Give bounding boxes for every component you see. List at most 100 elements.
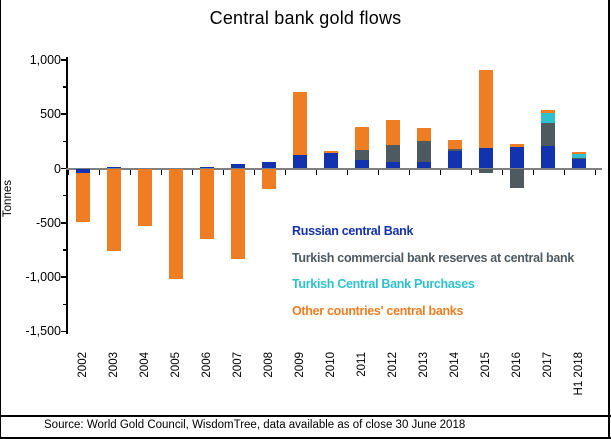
x-axis-tick xyxy=(160,169,162,175)
y-axis-tick xyxy=(61,113,67,115)
bar-segment-russian-central-bank-2003 xyxy=(107,167,121,169)
source-divider-line xyxy=(0,415,611,417)
bar-segment-other-countries-central-banks-2013 xyxy=(417,128,431,142)
y-axis-minor-tick xyxy=(63,140,67,142)
y-axis-tick xyxy=(61,222,67,224)
bar-segment-other-countries-central-banks-2016 xyxy=(510,144,524,147)
bar-segment-turkish-commercial-reserves-2012 xyxy=(386,144,400,162)
y-axis-minor-tick xyxy=(63,195,67,197)
y-axis-tick-label: 500 xyxy=(40,107,61,122)
bar-segment-russian-central-bank-2008 xyxy=(262,161,276,169)
x-axis-label-2007: 2007 xyxy=(232,352,244,378)
x-axis-label-2015: 2015 xyxy=(480,352,492,378)
bar-segment-russian-central-bank-2015 xyxy=(479,147,493,169)
bar-segment-russian-central-bank-2002 xyxy=(76,168,90,173)
x-axis-label-2008: 2008 xyxy=(263,352,275,378)
x-axis-tick xyxy=(284,169,286,175)
x-axis-label-2010: 2010 xyxy=(325,352,337,378)
x-axis-label-2014: 2014 xyxy=(449,352,461,378)
bar-segment-other-countries-central-banks-2002 xyxy=(76,172,90,222)
x-axis-tick xyxy=(222,169,224,175)
x-axis-label-2013: 2013 xyxy=(418,352,430,378)
legend-item-russian-central-bank: Russian central Bank xyxy=(292,224,414,238)
bar-segment-turkish-commercial-reserves-2015 xyxy=(479,168,493,173)
x-axis-tick xyxy=(315,169,317,175)
right-border-line xyxy=(608,0,610,439)
bottom-border-line xyxy=(0,437,611,439)
x-axis-label-2011: 2011 xyxy=(356,352,368,377)
bar-segment-russian-central-bank-2009 xyxy=(293,155,307,169)
x-axis-label-2002: 2002 xyxy=(77,352,89,378)
bar-segment-other-countries-central-banks-2014 xyxy=(448,139,462,149)
x-axis-tick xyxy=(129,169,131,175)
x-axis-tick xyxy=(594,169,596,175)
bar-segment-russian-central-bank-2007 xyxy=(231,163,245,169)
x-axis-tick xyxy=(439,169,441,175)
bar-segment-other-countries-central-banks-h1-2018 xyxy=(572,151,586,154)
bar-segment-other-countries-central-banks-2006 xyxy=(200,168,214,240)
x-axis-tick xyxy=(377,169,379,175)
bar-segment-other-countries-central-banks-2010 xyxy=(324,150,338,154)
y-axis-tick xyxy=(61,330,67,333)
x-axis-tick xyxy=(532,169,534,175)
y-axis-minor-tick xyxy=(63,303,67,305)
bar-segment-other-countries-central-banks-2004 xyxy=(138,168,152,227)
bar-segment-other-countries-central-banks-2009 xyxy=(293,92,307,156)
y-axis-minor-tick xyxy=(63,86,67,88)
y-axis-tick xyxy=(61,276,67,278)
x-axis-label-2017: 2017 xyxy=(542,352,554,378)
x-axis-tick xyxy=(563,169,565,175)
x-axis-label-2016: 2016 xyxy=(511,352,523,378)
y-axis-tick xyxy=(61,59,67,61)
bar-segment-russian-central-bank-2014 xyxy=(448,150,462,169)
chart-title: Central bank gold flows xyxy=(209,8,402,28)
y-axis-tick-label: -500 xyxy=(35,215,61,230)
x-axis-line xyxy=(66,167,602,170)
legend-item-turkish-central-bank-purchases: Turkish Central Bank Purchases xyxy=(292,277,475,291)
bar-segment-turkish-central-bank-purchases-2017 xyxy=(541,113,555,124)
x-axis-tick xyxy=(501,169,503,175)
bar-segment-turkish-commercial-reserves-2017 xyxy=(541,123,555,146)
bar-segment-russian-central-bank-h1-2018 xyxy=(572,158,586,169)
x-axis-tick xyxy=(98,169,100,175)
bar-segment-other-countries-central-banks-2007 xyxy=(231,168,245,259)
x-axis-tick xyxy=(470,169,472,175)
bar-segment-other-countries-central-banks-2015 xyxy=(479,69,493,148)
bar-segment-other-countries-central-banks-2008 xyxy=(262,168,276,190)
bar-segment-russian-central-bank-2013 xyxy=(417,161,431,169)
bar-segment-turkish-commercial-reserves-2011 xyxy=(355,150,369,161)
x-axis-tick xyxy=(408,169,410,175)
left-border-line xyxy=(0,0,2,439)
bar-segment-russian-central-bank-2012 xyxy=(386,161,400,169)
x-axis-tick xyxy=(191,169,193,175)
x-axis-label-h1-2018: H1 2018 xyxy=(573,352,585,396)
bar-segment-turkish-commercial-reserves-2016 xyxy=(510,168,524,188)
x-axis-label-2006: 2006 xyxy=(201,352,213,378)
bar-segment-turkish-commercial-reserves-h1-2018 xyxy=(572,157,586,159)
x-axis-label-2005: 2005 xyxy=(170,352,182,378)
bar-segment-other-countries-central-banks-2017 xyxy=(541,110,555,114)
bar-segment-turkish-central-bank-purchases-h1-2018 xyxy=(572,153,586,158)
bar-segment-other-countries-central-banks-2011 xyxy=(355,127,369,151)
y-axis-minor-tick xyxy=(63,249,67,251)
x-axis-tick xyxy=(67,169,69,175)
x-axis-label-2003: 2003 xyxy=(108,352,120,378)
bar-segment-russian-central-bank-2016 xyxy=(510,146,524,169)
bar-segment-russian-central-bank-2011 xyxy=(355,160,369,169)
y-axis-tick-label: -1,500 xyxy=(25,324,61,339)
x-axis-label-2012: 2012 xyxy=(387,352,399,378)
y-axis-tick-label: 0 xyxy=(54,161,61,176)
bar-segment-russian-central-bank-2017 xyxy=(541,145,555,169)
legend-item-turkish-commercial-reserves: Turkish commercial bank reserves at cent… xyxy=(292,250,575,265)
x-axis-tick xyxy=(346,169,348,175)
x-axis-label-2004: 2004 xyxy=(139,352,151,378)
x-axis-tick xyxy=(253,169,255,175)
y-axis-tick-label: -1,000 xyxy=(25,270,61,285)
bar-segment-russian-central-bank-2006 xyxy=(200,166,214,169)
bar-segment-other-countries-central-banks-2012 xyxy=(386,120,400,145)
x-axis-label-2009: 2009 xyxy=(294,352,306,378)
bar-segment-russian-central-bank-2010 xyxy=(324,153,338,169)
source-text: Source: World Gold Council, WisdomTree, … xyxy=(44,419,466,431)
